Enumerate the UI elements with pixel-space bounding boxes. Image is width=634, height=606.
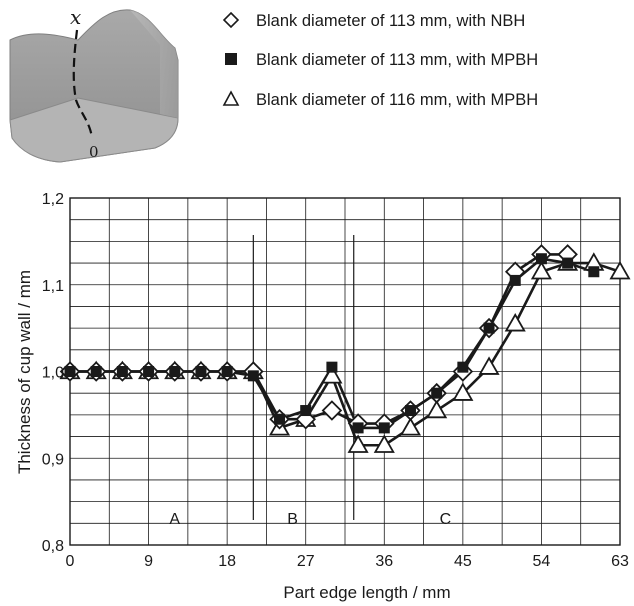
y-tick-label: 0,9	[42, 451, 64, 468]
region-label-a: A	[169, 511, 180, 528]
data-point-square	[116, 366, 128, 377]
region-label-c: C	[440, 511, 452, 528]
y-tick-label: 0,8	[42, 538, 64, 555]
data-point-triangle	[426, 399, 448, 419]
y-axis-label: Thickness of cup wall / mm	[15, 270, 34, 474]
data-point-square	[221, 366, 233, 377]
x-tick-label: 63	[611, 553, 629, 570]
data-point-square	[431, 387, 443, 399]
measurement-path	[72, 29, 94, 139]
data-point-square	[457, 361, 469, 373]
data-point-square	[326, 361, 338, 373]
data-point-square	[195, 366, 207, 377]
data-point-square	[64, 366, 76, 377]
data-point-triangle	[399, 417, 422, 436]
x-tick-label: 27	[297, 553, 315, 570]
data-point-square	[588, 266, 600, 278]
data-point-square	[535, 253, 547, 265]
series-group	[59, 244, 631, 453]
x-tick-label: 36	[375, 553, 393, 570]
data-point-triangle	[373, 434, 395, 453]
y-tick-label: 1,1	[42, 278, 64, 295]
legend-marker-triangle	[222, 90, 240, 106]
x-tick-label: 54	[533, 553, 551, 570]
legend-label: Blank diameter of 113 mm, with NBH	[256, 12, 525, 30]
region-label-b: B	[287, 511, 298, 528]
region-labels: A B C	[169, 511, 451, 528]
data-point-triangle	[530, 260, 552, 280]
legend: Blank diameter of 113 mm, with NBH Blank …	[222, 11, 538, 109]
data-point-square	[247, 370, 259, 382]
y-tick-label: 1,0	[42, 365, 64, 382]
legend-marker-diamond	[222, 11, 240, 29]
data-point-triangle	[347, 434, 369, 453]
data-point-diamond	[321, 400, 343, 421]
data-point-triangle	[504, 312, 526, 332]
data-point-square	[352, 422, 364, 434]
x-axis-label: Part edge length / mm	[283, 583, 450, 602]
data-point-square	[169, 366, 181, 377]
part-illustration: x 0	[9, 5, 179, 163]
data-point-square	[404, 405, 416, 417]
y-tick-labels: 0,8 0,9 1,0 1,1 1,2	[42, 191, 64, 555]
x-tick-label: 9	[144, 553, 153, 570]
legend-label: Blank diameter of 116 mm, with MPBH	[256, 91, 538, 109]
data-point-triangle	[452, 382, 474, 401]
inset-origin-label: 0	[89, 143, 99, 161]
data-point-triangle	[321, 365, 343, 384]
x-tick-label: 0	[66, 553, 75, 570]
data-point-triangle	[609, 260, 631, 280]
x-tick-label: 18	[218, 553, 236, 570]
legend-label: Blank diameter of 113 mm, with MPBH	[256, 51, 538, 69]
data-point-square	[378, 422, 390, 434]
x-tick-labels: 0 9 18 27 36 45 54 63	[66, 553, 629, 570]
grid	[70, 198, 620, 545]
data-point-square	[274, 413, 286, 425]
data-point-square	[509, 274, 521, 286]
data-point-square	[562, 257, 574, 269]
cup-right-face	[130, 10, 178, 118]
data-point-square	[300, 405, 312, 417]
legend-marker-square	[225, 53, 237, 65]
inset-axis-label: x	[70, 5, 81, 29]
data-point-square	[483, 322, 495, 334]
cup-top-face	[9, 97, 179, 163]
data-point-triangle	[478, 356, 500, 375]
x-tick-label: 45	[454, 553, 472, 570]
data-point-square	[143, 366, 155, 377]
y-tick-label: 1,2	[42, 191, 64, 208]
data-point-square	[90, 366, 102, 377]
